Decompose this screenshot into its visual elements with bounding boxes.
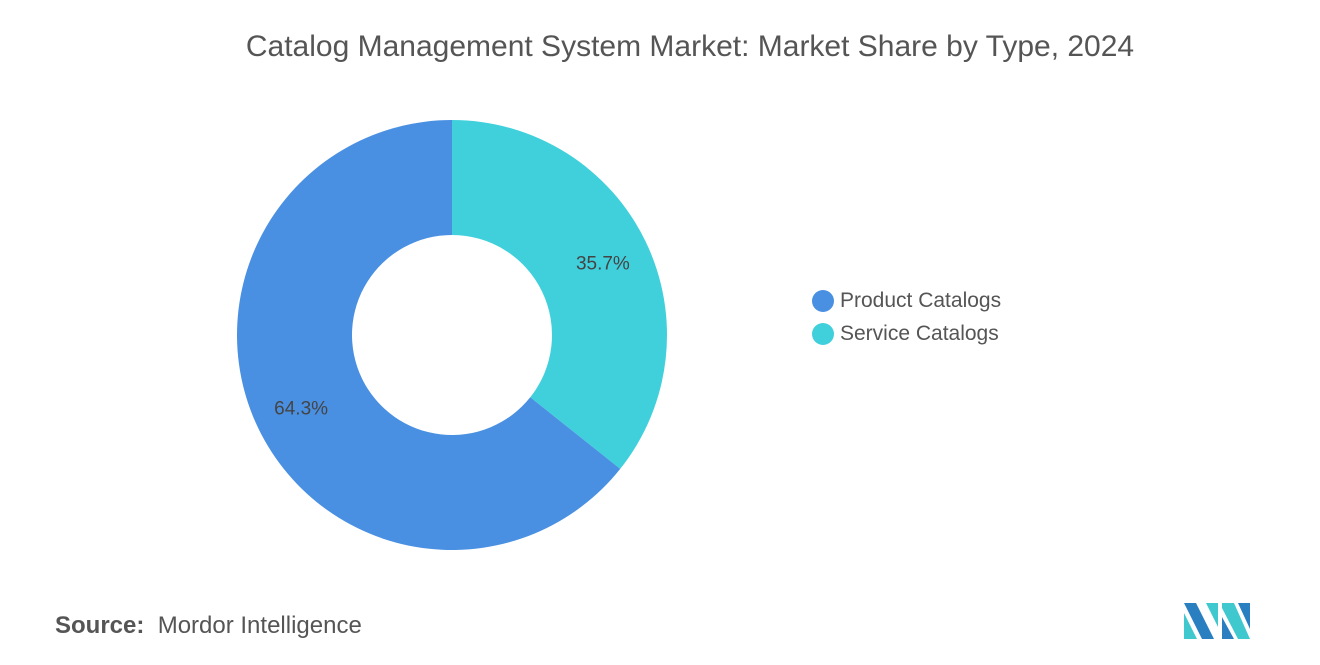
mordor-intelligence-logo (1184, 603, 1250, 639)
source-note: Source: Mordor Intelligence (55, 612, 362, 640)
legend: Product Catalogs Service Catalogs (812, 284, 1001, 350)
donut-slice-product-catalogs (236, 120, 621, 550)
donut-slice-service-catalogs (452, 120, 667, 469)
legend-item-service-catalogs[interactable]: Service Catalogs (812, 317, 1001, 350)
chart-title: Catalog Management System Market: Market… (245, 30, 1135, 63)
legend-item-product-catalogs[interactable]: Product Catalogs (812, 284, 1001, 317)
legend-label: Service Catalogs (840, 321, 999, 345)
source-label: Source: (55, 612, 145, 639)
legend-label: Product Catalogs (840, 288, 1002, 312)
source-value: Mordor Intelligence (157, 612, 362, 639)
data-label: 64.3% (274, 399, 328, 420)
legend-swatch (812, 322, 834, 345)
data-label: 35.7% (576, 253, 630, 274)
legend-swatch (812, 289, 834, 312)
